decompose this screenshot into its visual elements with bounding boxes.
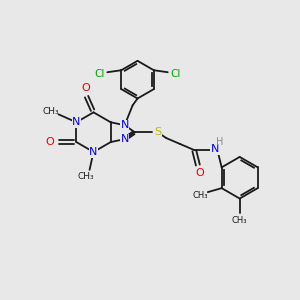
Text: O: O — [196, 168, 204, 178]
Text: Cl: Cl — [94, 69, 105, 79]
Text: N: N — [121, 134, 129, 144]
Text: CH₃: CH₃ — [232, 216, 248, 225]
Text: N: N — [72, 117, 81, 127]
Text: O: O — [45, 137, 54, 147]
Text: N: N — [89, 147, 98, 157]
Text: Cl: Cl — [170, 69, 181, 79]
Text: CH₃: CH₃ — [192, 190, 208, 200]
Text: CH₃: CH₃ — [77, 172, 94, 181]
Text: CH₃: CH₃ — [42, 107, 59, 116]
Text: N: N — [121, 120, 129, 130]
Text: O: O — [81, 82, 90, 93]
Text: S: S — [154, 127, 161, 137]
Text: N: N — [211, 144, 219, 154]
Text: H: H — [216, 137, 224, 147]
